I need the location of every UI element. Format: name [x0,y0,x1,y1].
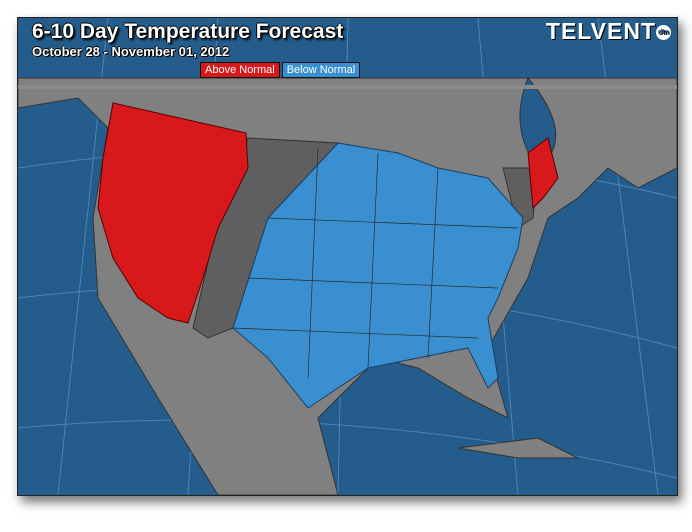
legend-below-normal: Below Normal [281,62,361,78]
logo-text: TELVENT [545,18,656,44]
legend: Above Normal Below Normal [200,62,361,78]
above-normal-region [97,102,559,324]
date-range: October 28 - November 01, 2012 [32,44,230,59]
telvent-logo: TELVENT dtn [546,18,671,45]
dtn-badge-icon: dtn [656,25,671,41]
header-divider [18,85,677,89]
forecast-map: 6-10 Day Temperature Forecast October 28… [17,17,678,496]
legend-above-normal: Above Normal [200,62,280,78]
page-title: 6-10 Day Temperature Forecast [32,20,344,43]
state-borders [232,147,519,379]
map-canvas [18,18,677,495]
below-normal-region [232,142,524,409]
